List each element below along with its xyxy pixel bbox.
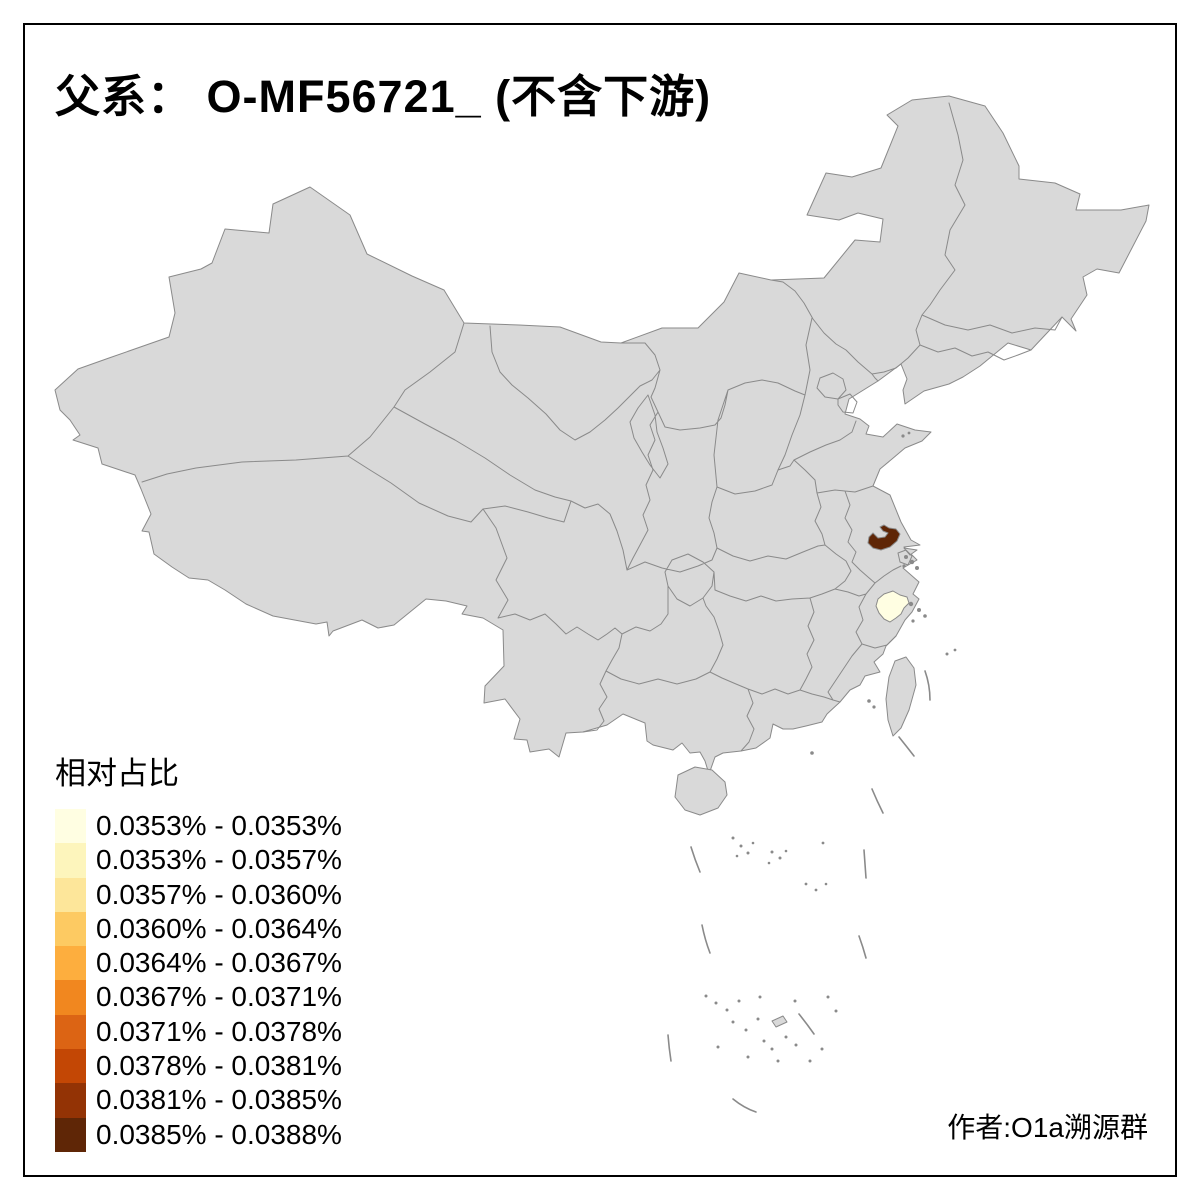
highlight-coastal-zhejiang — [875, 590, 910, 623]
legend-swatch — [55, 1083, 86, 1118]
taiwan-island — [885, 656, 917, 737]
legend-row: 0.0357% - 0.0360% — [55, 877, 342, 912]
legend-row: 0.0385% - 0.0388% — [55, 1117, 342, 1152]
legend-row: 0.0378% - 0.0381% — [55, 1049, 342, 1084]
south-sea-islet — [771, 1015, 788, 1028]
hainan-island — [674, 766, 728, 816]
legend-label: 0.0360% - 0.0364% — [96, 912, 342, 944]
legend-swatch — [55, 809, 86, 844]
legend: 相对占比 0.0353% - 0.0353% 0.0353% - 0.0357%… — [55, 748, 342, 1152]
legend-label: 0.0353% - 0.0357% — [96, 844, 342, 876]
legend-row: 0.0360% - 0.0364% — [55, 911, 342, 947]
page-title: 父系： O-MF56721_ (不含下游) — [55, 71, 712, 122]
highlight-regions — [867, 524, 910, 623]
legend-label: 0.0353% - 0.0353% — [96, 810, 342, 841]
nine-dash-line — [667, 670, 931, 1113]
land-shapes — [54, 95, 1150, 1028]
legend-swatch — [55, 1049, 86, 1084]
legend-row: 0.0381% - 0.0385% — [55, 1083, 342, 1118]
legend-swatch — [55, 1117, 86, 1152]
author-credit: 作者:O1a溯源群 — [947, 1112, 1148, 1143]
mainland-china — [54, 95, 1150, 775]
legend-label: 0.0378% - 0.0381% — [96, 1050, 342, 1082]
legend-label: 0.0357% - 0.0360% — [96, 878, 342, 910]
highlight-south-jiangsu — [867, 524, 901, 551]
legend-label: 0.0364% - 0.0367% — [96, 947, 342, 979]
legend-label: 0.0371% - 0.0378% — [96, 1015, 342, 1047]
legend-swatch — [55, 1014, 86, 1050]
legend-row: 0.0364% - 0.0367% — [55, 946, 342, 981]
legend-label: 0.0385% - 0.0388% — [96, 1118, 342, 1150]
legend-swatch — [55, 946, 86, 981]
legend-row: 0.0367% - 0.0371% — [55, 980, 342, 1015]
legend-swatch — [55, 877, 86, 912]
legend-label: 0.0367% - 0.0371% — [96, 981, 342, 1013]
legend-row: 0.0353% - 0.0357% — [55, 843, 342, 878]
plot-frame — [23, 23, 1177, 1177]
legend-title: 相对占比 — [55, 756, 179, 791]
legend-label: 0.0381% - 0.0385% — [96, 1084, 342, 1116]
province-borders — [141, 102, 1063, 752]
legend-swatch — [55, 843, 86, 878]
legend-row: 0.0353% - 0.0353% — [55, 809, 342, 844]
legend-swatch — [55, 911, 86, 947]
legend-row: 0.0371% - 0.0378% — [55, 1014, 342, 1050]
legend-swatch — [55, 980, 86, 1015]
islet-dots — [704, 431, 957, 1063]
